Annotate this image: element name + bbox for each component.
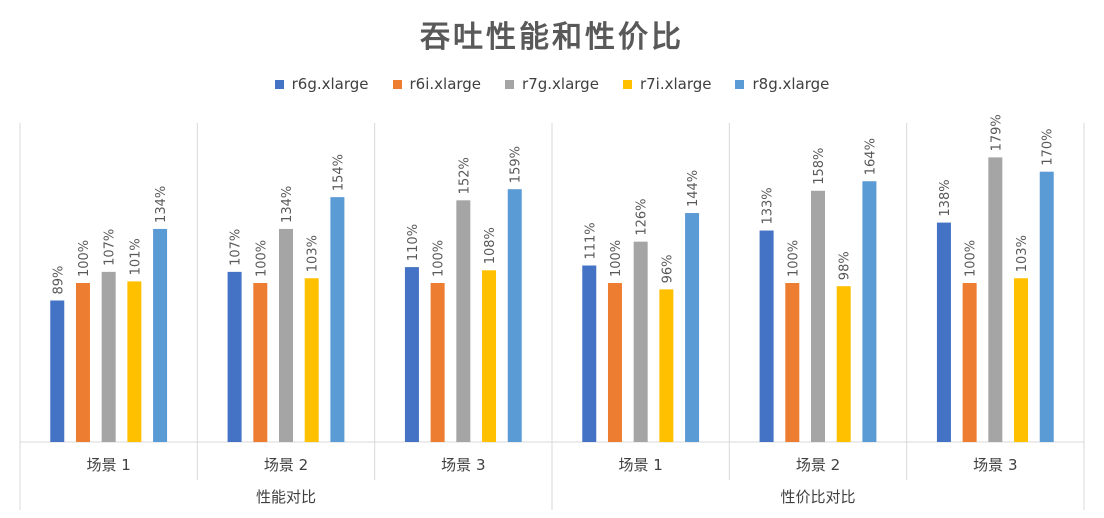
data-label: 170%: [1041, 129, 1056, 166]
legend-label: r8g.xlarge: [752, 75, 830, 93]
chart-title: 吞吐性能和性价比: [420, 20, 684, 55]
legend-swatch: [392, 79, 402, 89]
category-label: 场景 1: [87, 456, 131, 474]
data-label: 138%: [938, 179, 953, 216]
data-label: 152%: [457, 157, 472, 194]
bar: [304, 278, 319, 442]
bar: [582, 265, 597, 442]
bar: [153, 228, 168, 442]
category-label: 场景 3: [973, 456, 1017, 474]
legend-item: r8g.xlarge: [735, 75, 829, 93]
bar: [127, 281, 142, 442]
bar: [936, 222, 951, 442]
bar: [507, 189, 522, 442]
data-label: 108%: [483, 227, 498, 264]
legend-swatch: [735, 79, 745, 89]
category-label: 场景 2: [796, 456, 840, 474]
data-label: 100%: [964, 240, 979, 277]
legend-swatch: [274, 79, 284, 89]
data-label: 154%: [331, 154, 346, 191]
data-label: 100%: [432, 240, 447, 277]
data-label: 110%: [406, 224, 421, 261]
bar: [759, 230, 774, 442]
data-label: 103%: [1015, 235, 1030, 272]
category-label: 场景 2: [264, 456, 308, 474]
data-label: 134%: [154, 186, 169, 223]
bar: [962, 283, 977, 442]
data-label: 103%: [306, 235, 321, 272]
bar: [227, 271, 242, 442]
group-label: 性能对比: [256, 488, 316, 506]
data-label: 100%: [254, 240, 269, 277]
legend-swatch: [622, 79, 632, 89]
legend-swatch: [505, 79, 515, 89]
data-label: 134%: [280, 186, 295, 223]
data-label: 133%: [761, 187, 776, 224]
bar: [404, 267, 419, 442]
legend-item: r6g.xlarge: [274, 75, 369, 93]
data-label: 179%: [989, 114, 1004, 151]
data-label: 100%: [609, 240, 624, 277]
bar: [659, 289, 674, 442]
bar: [50, 300, 65, 442]
data-label: 100%: [786, 240, 801, 277]
data-label: 144%: [686, 170, 701, 207]
bar: [785, 283, 800, 442]
data-label: 107%: [229, 229, 244, 266]
legend-label: r6i.xlarge: [409, 75, 482, 93]
data-label: 107%: [103, 229, 118, 266]
bar: [633, 241, 648, 442]
bar: [456, 200, 471, 442]
bar: [253, 283, 268, 442]
bar: [811, 190, 825, 442]
data-label: 126%: [635, 198, 650, 235]
legend-label: r7g.xlarge: [522, 75, 599, 93]
bar: [330, 197, 345, 442]
bar: [75, 283, 90, 442]
bar: [862, 181, 877, 443]
legend-item: r6i.xlarge: [392, 75, 482, 93]
legend-label: r6g.xlarge: [291, 75, 369, 93]
bar: [482, 270, 497, 442]
legend: r6g.xlarge r6i.xlarge r7g.xlarge r7i.xla…: [0, 75, 1104, 93]
data-label: 89%: [51, 266, 66, 295]
bar: [1014, 278, 1029, 442]
data-label: 111%: [583, 222, 598, 259]
bar: [279, 228, 293, 442]
data-label: 164%: [863, 138, 878, 175]
legend-label: r7i.xlarge: [639, 75, 712, 93]
data-label: 159%: [509, 146, 524, 183]
data-label: 100%: [77, 240, 92, 277]
bar: [1039, 171, 1054, 442]
category-label: 场景 1: [619, 456, 663, 474]
group-label: 性价比对比: [780, 488, 855, 506]
bar: [836, 286, 851, 442]
data-label: 158%: [812, 148, 827, 185]
bar: [607, 283, 622, 442]
data-label: 98%: [838, 251, 853, 280]
bar: [988, 157, 1003, 442]
bar: [430, 283, 445, 442]
category-label: 场景 3: [441, 456, 485, 474]
legend-item: r7g.xlarge: [505, 75, 599, 93]
bar: [685, 213, 700, 442]
legend-item: r7i.xlarge: [622, 75, 712, 93]
bar: [101, 271, 116, 442]
data-label: 101%: [128, 238, 143, 275]
data-label: 96%: [660, 254, 675, 283]
